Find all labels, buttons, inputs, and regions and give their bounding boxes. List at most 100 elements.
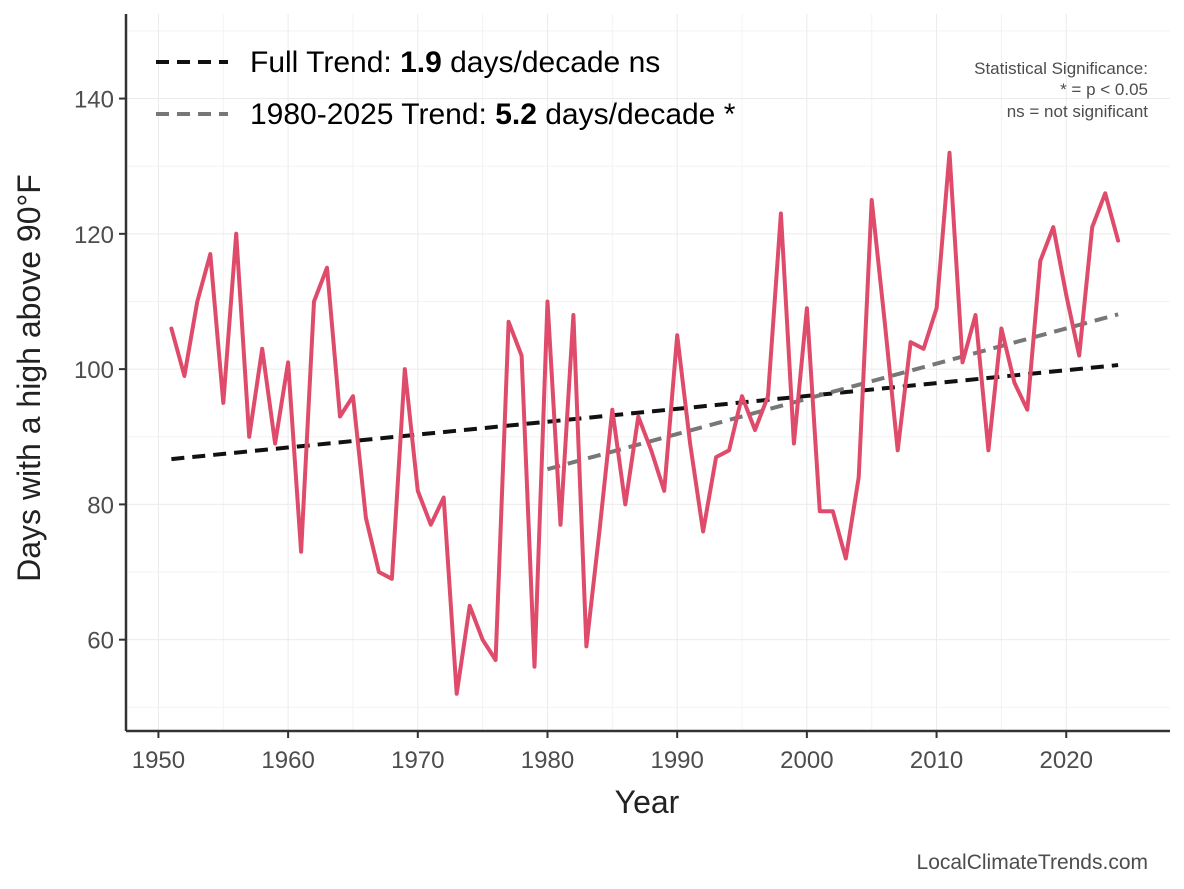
x-tick-label: 2000 bbox=[780, 747, 833, 774]
data-point bbox=[935, 306, 939, 310]
data-point bbox=[195, 299, 199, 303]
legend-full-trend-suffix: days/decade ns bbox=[442, 46, 660, 79]
data-point bbox=[1090, 225, 1094, 229]
data-point bbox=[221, 401, 225, 405]
data-point bbox=[922, 347, 926, 351]
data-point bbox=[1064, 293, 1068, 297]
data-point bbox=[558, 523, 562, 527]
data-point bbox=[792, 442, 796, 446]
data-point bbox=[507, 320, 511, 324]
data-point bbox=[973, 313, 977, 317]
data-point bbox=[1025, 408, 1029, 412]
data-point bbox=[909, 340, 913, 344]
data-point bbox=[675, 333, 679, 337]
data-point bbox=[597, 529, 601, 533]
data-point bbox=[831, 509, 835, 513]
data-point bbox=[286, 360, 290, 364]
data-point bbox=[883, 320, 887, 324]
y-tick-label: 60 bbox=[87, 628, 114, 655]
data-point bbox=[455, 692, 459, 696]
data-point bbox=[623, 502, 627, 506]
data-point bbox=[325, 266, 329, 270]
data-point bbox=[494, 658, 498, 662]
data-point bbox=[818, 509, 822, 513]
axes bbox=[124, 14, 1170, 733]
x-tick-label: 1980 bbox=[521, 747, 574, 774]
data-point bbox=[1077, 354, 1081, 358]
data-point bbox=[986, 448, 990, 452]
data-point bbox=[299, 550, 303, 554]
series-line-days-above-90 bbox=[169, 150, 1121, 696]
trend-line-1980-2025 bbox=[546, 312, 1119, 472]
data-point bbox=[610, 408, 614, 412]
data-point bbox=[1012, 381, 1016, 385]
data-point bbox=[727, 448, 731, 452]
data-series bbox=[169, 150, 1121, 696]
x-tick-label: 1950 bbox=[132, 747, 185, 774]
data-point bbox=[1051, 225, 1055, 229]
data-point bbox=[351, 394, 355, 398]
data-point bbox=[182, 374, 186, 378]
x-tick-label: 2010 bbox=[910, 747, 963, 774]
data-point bbox=[416, 489, 420, 493]
data-point bbox=[584, 644, 588, 648]
data-point bbox=[312, 299, 316, 303]
data-point bbox=[649, 448, 653, 452]
legend-full-trend-prefix: Full Trend: bbox=[250, 46, 400, 79]
legend: Full Trend: 1.9 days/decade ns 1980-2025… bbox=[156, 46, 736, 131]
y-tick-label: 80 bbox=[87, 492, 114, 519]
x-tick-label: 2020 bbox=[1040, 747, 1093, 774]
data-point bbox=[857, 475, 861, 479]
data-point bbox=[960, 360, 964, 364]
x-axis-title: Year bbox=[615, 784, 680, 820]
legend-recent-trend-suffix: days/decade * bbox=[537, 98, 736, 131]
data-point bbox=[714, 455, 718, 459]
data-point bbox=[740, 394, 744, 398]
significance-line-2: ns = not significant bbox=[1007, 102, 1149, 121]
data-point bbox=[805, 306, 809, 310]
data-point bbox=[662, 489, 666, 493]
data-point bbox=[377, 570, 381, 574]
data-point bbox=[1038, 259, 1042, 263]
legend-recent-trend-prefix: 1980-2025 Trend: bbox=[250, 98, 495, 131]
significance-line-1: * = p < 0.05 bbox=[1060, 80, 1148, 99]
data-point bbox=[338, 414, 342, 418]
data-point bbox=[571, 313, 575, 317]
data-point bbox=[1103, 191, 1107, 195]
data-point bbox=[999, 327, 1003, 331]
data-point bbox=[390, 577, 394, 581]
data-point bbox=[169, 327, 173, 331]
data-point bbox=[468, 604, 472, 608]
data-point bbox=[260, 347, 264, 351]
data-point bbox=[1116, 239, 1120, 243]
y-axis-title: Days with a high above 90°F bbox=[11, 174, 47, 582]
data-point bbox=[844, 557, 848, 561]
data-point bbox=[545, 299, 549, 303]
data-point bbox=[896, 448, 900, 452]
trend-lines bbox=[171, 312, 1119, 472]
y-tick-label: 100 bbox=[74, 357, 114, 384]
data-point bbox=[870, 198, 874, 202]
significance-title: Statistical Significance: bbox=[974, 59, 1148, 78]
y-tick-label: 120 bbox=[74, 222, 114, 249]
data-point bbox=[636, 414, 640, 418]
data-point bbox=[247, 435, 251, 439]
legend-recent-trend-value: 5.2 bbox=[495, 98, 537, 131]
data-point bbox=[481, 638, 485, 642]
data-point bbox=[520, 354, 524, 358]
x-tick-label: 1990 bbox=[650, 747, 703, 774]
y-tick-label: 140 bbox=[74, 87, 114, 114]
data-point bbox=[442, 496, 446, 500]
legend-full-trend-value: 1.9 bbox=[400, 46, 442, 79]
data-point bbox=[429, 523, 433, 527]
data-point bbox=[688, 442, 692, 446]
data-point bbox=[533, 665, 537, 669]
trend-line-full bbox=[171, 363, 1119, 462]
data-point bbox=[753, 428, 757, 432]
legend-label-full-trend: Full Trend: 1.9 days/decade ns bbox=[250, 46, 660, 79]
ticks: 1950 1960 1970 1980 1990 2000 2010 2020 60 80 100 1… bbox=[74, 87, 1093, 774]
data-point bbox=[364, 516, 368, 520]
data-point bbox=[766, 394, 770, 398]
data-point bbox=[701, 529, 705, 533]
